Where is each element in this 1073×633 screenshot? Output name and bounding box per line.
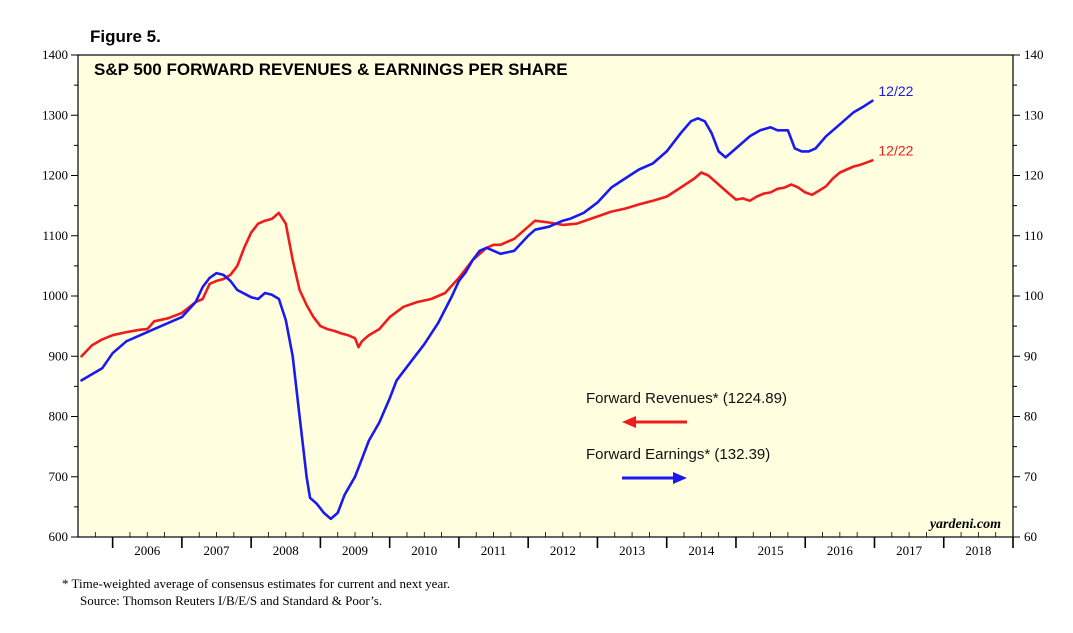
axis-ticks: 600 700 800 900 1000 1100 1200 1300 1400 60 70 80 90… — [42, 47, 1044, 558]
x-tick-label: 2017 — [896, 543, 923, 558]
y-right-tick-label: 70 — [1024, 469, 1037, 484]
x-tick-label: 2009 — [342, 543, 368, 558]
footnote-source: Source: Thomson Reuters I/B/E/S and Stan… — [80, 593, 382, 608]
y-left-tick-label: 700 — [49, 469, 69, 484]
legend: Forward Revenues* (1224.89) Forward Earni… — [586, 390, 787, 484]
legend-label-forward-revenues: Forward Revenues* (1224.89) — [586, 390, 787, 407]
y-left-tick-label: 800 — [49, 409, 69, 424]
chart-title: S&P 500 FORWARD REVENUES & EARNINGS PER … — [94, 60, 568, 79]
legend-arrow-left-icon — [622, 416, 636, 428]
y-left-tick-label: 1200 — [42, 168, 68, 183]
x-tick-label: 2006 — [134, 543, 161, 558]
x-tick-label: 2016 — [827, 543, 854, 558]
y-right-tick-label: 110 — [1024, 228, 1043, 243]
x-tick-label: 2013 — [619, 543, 645, 558]
series-line-forward-earnings — [80, 99, 874, 521]
y-right-tick-label: 60 — [1024, 529, 1037, 544]
y-left-tick-label: 1000 — [42, 288, 68, 303]
y-left-tick-label: 900 — [49, 348, 69, 363]
y-left-tick-label: 600 — [49, 529, 69, 544]
y-right-tick-label: 100 — [1024, 288, 1044, 303]
x-tick-label: 2014 — [688, 543, 715, 558]
y-left-tick-label: 1100 — [42, 228, 68, 243]
plot-area — [78, 55, 1013, 537]
plot-frame — [77, 54, 1014, 538]
legend-label-forward-earnings: Forward Earnings* (132.39) — [586, 446, 770, 463]
y-right-tick-label: 120 — [1024, 168, 1044, 183]
y-right-tick-label: 130 — [1024, 107, 1044, 122]
y-right-tick-label: 80 — [1024, 409, 1037, 424]
y-left-tick-label: 1400 — [42, 47, 68, 62]
watermark-yardeni: yardeni.com — [928, 517, 1001, 532]
x-tick-label: 2015 — [758, 543, 784, 558]
legend-arrow-right-icon — [673, 472, 687, 484]
x-tick-label: 2011 — [481, 543, 507, 558]
y-right-tick-label: 140 — [1024, 47, 1044, 62]
end-label-forward-revenues: 12/22 — [878, 142, 913, 158]
end-label-forward-earnings: 12/22 — [878, 83, 913, 99]
x-tick-label: 2007 — [204, 543, 231, 558]
series-layer: 12/22 12/22 — [80, 83, 914, 521]
y-right-tick-label: 90 — [1024, 348, 1037, 363]
figure-label: Figure 5. — [90, 27, 161, 46]
x-tick-label: 2010 — [411, 543, 437, 558]
y-left-tick-label: 1300 — [42, 107, 68, 122]
x-tick-label: 2008 — [273, 543, 299, 558]
x-tick-label: 2018 — [965, 543, 991, 558]
footnote-line-1: * Time-weighted average of consensus est… — [62, 576, 450, 591]
x-tick-label: 2012 — [550, 543, 576, 558]
